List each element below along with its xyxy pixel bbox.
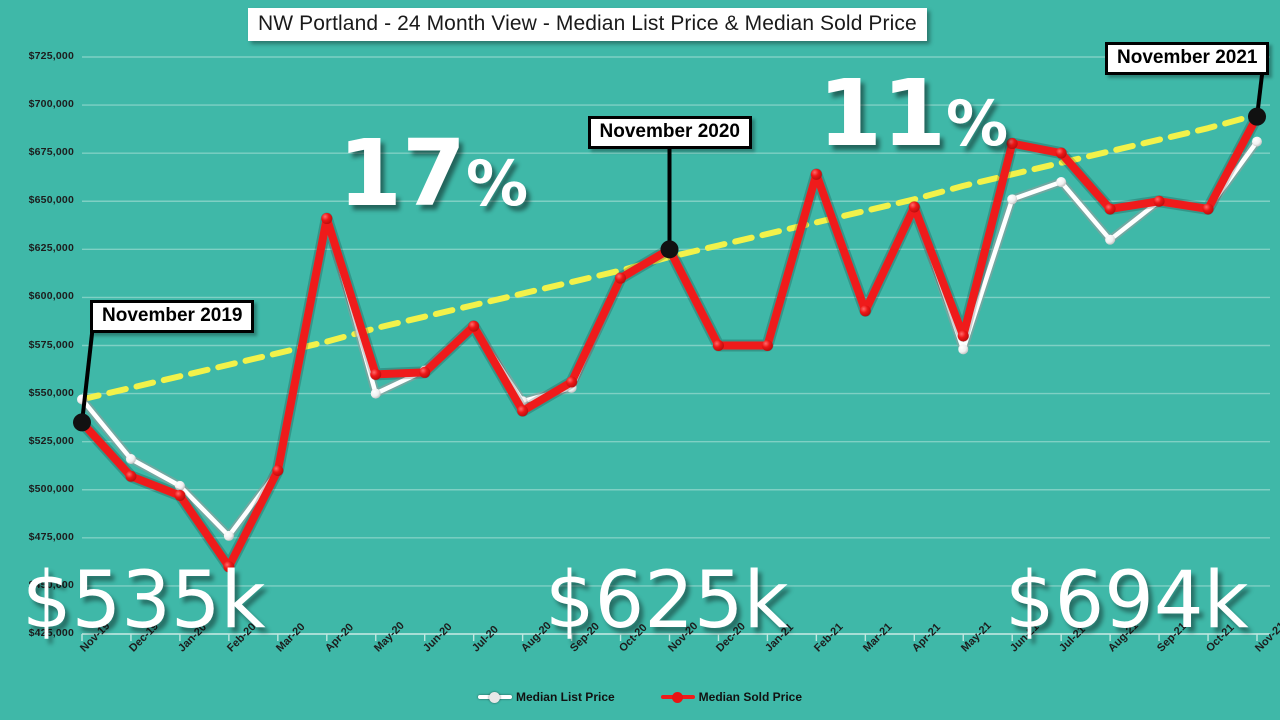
callout-november-2019: November 2019 xyxy=(90,300,255,333)
y-axis-label: $575,000 xyxy=(28,338,74,351)
legend-sold-line-icon xyxy=(660,691,695,703)
growth-17-symbol: % xyxy=(466,147,529,220)
x-axis-ticks xyxy=(81,634,1258,641)
y-axis-label: $725,000 xyxy=(28,50,74,62)
callout-november-2020: November 2020 xyxy=(587,116,752,149)
y-axis-label: $550,000 xyxy=(28,386,74,399)
growth-11-symbol: % xyxy=(946,87,1009,160)
growth-11-percent: 11% xyxy=(818,68,1008,160)
y-axis-label: $425,000 xyxy=(28,627,74,639)
legend-list-label: Median List Price xyxy=(515,690,615,704)
price-label-2019: $535k xyxy=(22,556,266,646)
legend-list-line-icon xyxy=(477,691,512,703)
price-label-2021: $694k xyxy=(1005,556,1249,646)
y-axis-label: $500,000 xyxy=(28,482,74,495)
chart-legend: Median List Price Median Sold Price xyxy=(0,690,1280,704)
y-axis-label: $475,000 xyxy=(28,530,74,543)
price-label-2020: $625k xyxy=(545,556,789,646)
legend-item-median-list-price: Median List Price xyxy=(477,690,615,704)
callout-leader-lines xyxy=(80,57,1266,423)
callout-markers xyxy=(73,107,1266,432)
legend-item-median-sold-price: Median Sold Price xyxy=(660,690,803,704)
y-axis-label: $650,000 xyxy=(28,194,74,207)
growth-11-number: 11 xyxy=(818,60,947,167)
callout-november-2021: November 2021 xyxy=(1105,42,1270,75)
legend-sold-label: Median Sold Price xyxy=(698,690,803,704)
growth-17-percent: 17% xyxy=(338,128,528,220)
chart-title: NW Portland - 24 Month View - Median Lis… xyxy=(248,8,927,41)
growth-17-number: 17 xyxy=(338,120,467,227)
y-axis-label: $625,000 xyxy=(28,242,74,255)
y-axis-label: $450,000 xyxy=(28,578,74,591)
y-axis-label: $600,000 xyxy=(28,290,74,303)
y-axis-label: $525,000 xyxy=(28,434,74,447)
y-axis-label: $675,000 xyxy=(28,146,74,159)
y-axis-label: $700,000 xyxy=(28,98,74,111)
